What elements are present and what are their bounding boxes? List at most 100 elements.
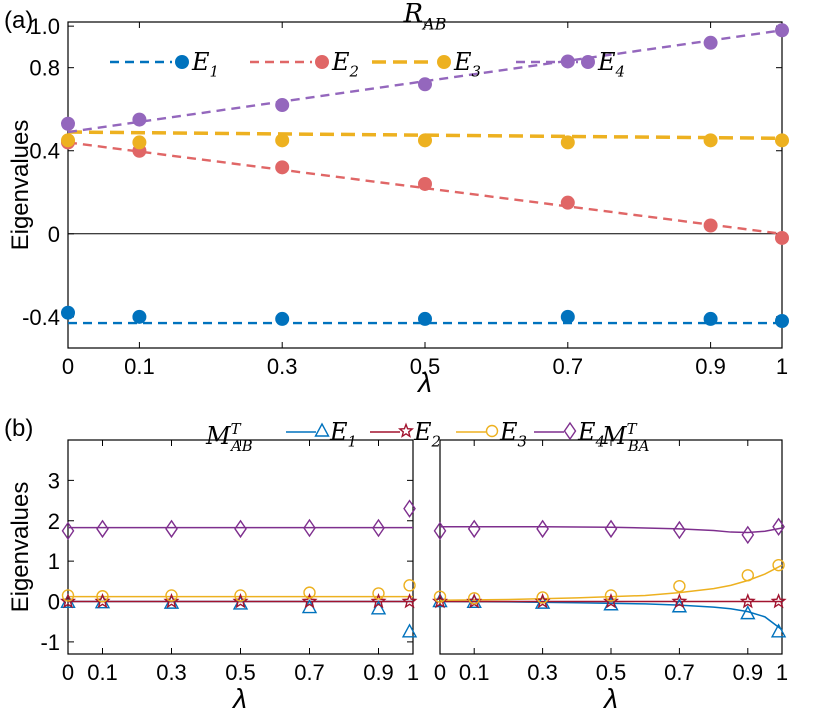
panel-b-right-point-e2 — [671, 593, 688, 609]
panel-a-label: (a) — [4, 7, 33, 34]
panel-a-ytick-label: 0.8 — [29, 56, 60, 81]
panel-a-point-e4 — [418, 77, 432, 92]
panel-a-point-e1 — [703, 311, 718, 326]
legend-b-label-e3: E3 — [499, 418, 527, 451]
panel-b-right-point-e4 — [673, 520, 686, 540]
panel-a-point-e1 — [275, 311, 290, 326]
panel-b-right-point-e4 — [741, 525, 755, 545]
panel-b-left-point-e3 — [165, 589, 178, 602]
panel-b-right-point-e4 — [604, 519, 618, 539]
panel-b-right-point-e3 — [468, 592, 481, 605]
panel-b-right-point-e3 — [433, 590, 447, 603]
panel-b-left-axes-frame — [67, 439, 414, 655]
panel-b-right-xtick-label: 0.7 — [664, 660, 695, 685]
panel-b-right-xlabel: λ — [602, 683, 618, 714]
legend-a-label-e4: E4 — [597, 48, 625, 81]
panel-a-point-e3 — [703, 133, 718, 148]
panel-b-left-xlabel: λ — [231, 683, 247, 714]
panel-b-left-ytick-label: 0 — [48, 590, 60, 615]
panel-b-right-series-line-e3 — [439, 564, 783, 602]
panel-b-left-title: MT AB — [205, 420, 253, 455]
panel-b-left-point-e3 — [96, 590, 109, 603]
panel-a-ytick-label: 0.4 — [29, 139, 60, 164]
panel-b-left-point-e4 — [61, 521, 75, 541]
panel-b-left-ytick-label: 3 — [48, 468, 60, 493]
panel-a-point-e1 — [61, 305, 75, 320]
legend-b-label-e2: E2 — [413, 418, 441, 451]
panel-b-left-xtick-label: 0.7 — [294, 660, 325, 685]
panel-b-left-ytick-label: -1 — [40, 630, 60, 655]
panel-a-point-e3 — [560, 135, 575, 150]
panel-a-xtick-label: 0.7 — [553, 354, 584, 379]
panel-b-right-axes-frame — [439, 439, 783, 655]
panel-a-xtick-label: 0.3 — [267, 354, 298, 379]
panel-b-right-xtick-label: 0 — [434, 660, 446, 685]
legend-b-marker-e2 — [397, 422, 415, 438]
panel-b-right-xtick-label: 0.9 — [733, 660, 764, 685]
panel-b-left-point-e4 — [165, 519, 178, 539]
legend-a-label-e3-text: E3 — [453, 48, 481, 81]
panel-b-right-point-e4 — [433, 521, 447, 541]
panel-b-right-title-text: MT BA — [601, 420, 650, 455]
panel-b-right-point-e3 — [673, 579, 686, 593]
panel-a-point-e3 — [418, 133, 432, 148]
panel-b-left-point-e3 — [234, 589, 247, 602]
legend-a-label-e3: E3 — [453, 48, 481, 81]
panel-b-left-point-e1 — [301, 599, 318, 614]
panel-b-right-point-e4 — [536, 519, 549, 539]
panel-b-left-point-e1 — [370, 600, 387, 615]
legend-b-label-e4-text: E4 — [577, 418, 605, 451]
panel-b-left-xtick-label: 0.9 — [363, 660, 394, 685]
panel-a-point-e4 — [132, 112, 147, 127]
legend-b-label-e2-text: E2 — [413, 418, 441, 451]
panel-a-point-e4 — [61, 116, 75, 131]
panel-b-left-ytick-label: 1 — [48, 549, 60, 574]
panel-a-point-e1 — [418, 311, 432, 326]
panel-a-point-e2 — [418, 176, 432, 191]
panel-a-point-e1 — [132, 309, 147, 324]
panel-b-right-point-e1 — [770, 623, 787, 638]
panel-b-right-point-e4 — [467, 519, 481, 539]
panel-b-left-xtick-label: 0.1 — [87, 660, 118, 685]
panel-b-left-point-e3 — [403, 579, 416, 592]
panel-b-left-point-e4 — [403, 499, 416, 518]
panel-b-left-xtick-label: 1 — [407, 660, 419, 685]
panel-b-right-point-e4 — [772, 517, 785, 537]
panel-b-left-point-e3 — [372, 587, 385, 600]
panel-b-left-ytick-label: 2 — [48, 509, 60, 534]
panel-b-left-xtick-label: 0.5 — [225, 660, 256, 685]
panel-a-xtick-label: 1 — [776, 354, 788, 379]
panel-b-right-series-line-e1 — [439, 600, 783, 631]
panel-b-left-point-e3 — [303, 586, 316, 599]
panel-a-point-e3 — [132, 135, 147, 150]
panel-b-right-series-line-e4 — [440, 526, 783, 534]
panel-b-left-point-e2 — [370, 593, 387, 609]
panel-b-right-xtick-label: 1 — [776, 660, 788, 685]
panel-a-point-e3 — [61, 133, 75, 148]
panel-b-right-point-e3 — [741, 569, 754, 582]
legend-a-marker-e1 — [175, 55, 189, 69]
legend-b-label-e3-text: E3 — [499, 418, 527, 451]
legend-b-marker-e3 — [485, 424, 499, 438]
legend-b-label-e4: E4 — [577, 418, 605, 451]
panel-a-xlabel: λ — [416, 367, 432, 398]
panel-b-left-title-text: MT AB — [205, 420, 253, 455]
panel-b-right-xtick-label: 0.1 — [459, 660, 490, 685]
panel-a-ytick-label: -0.4 — [22, 305, 60, 330]
panel-a-point-e4 — [703, 35, 718, 50]
panel-b-right-point-e3 — [772, 558, 785, 572]
legend-a-marker-e2 — [315, 55, 329, 69]
panel-b-left-point-e4 — [234, 519, 247, 539]
legend-b-marker-e1 — [314, 422, 330, 437]
panel-b-right-point-e1 — [740, 605, 756, 620]
panel-a-point-e1 — [775, 314, 789, 329]
panel-b-right-xtick-label: 0.3 — [527, 660, 558, 685]
panel-a-xtick-label: 0.9 — [695, 354, 726, 379]
legend-b-marker-e4 — [563, 421, 577, 441]
panel-b-left-point-e4 — [372, 518, 385, 538]
legend-a-label-e4-text: E4 — [597, 48, 625, 81]
panel-a-xtick-label: 0 — [62, 354, 74, 379]
panel-a-point-e1 — [560, 309, 575, 324]
panel-a-title-text: RAB — [402, 0, 446, 33]
